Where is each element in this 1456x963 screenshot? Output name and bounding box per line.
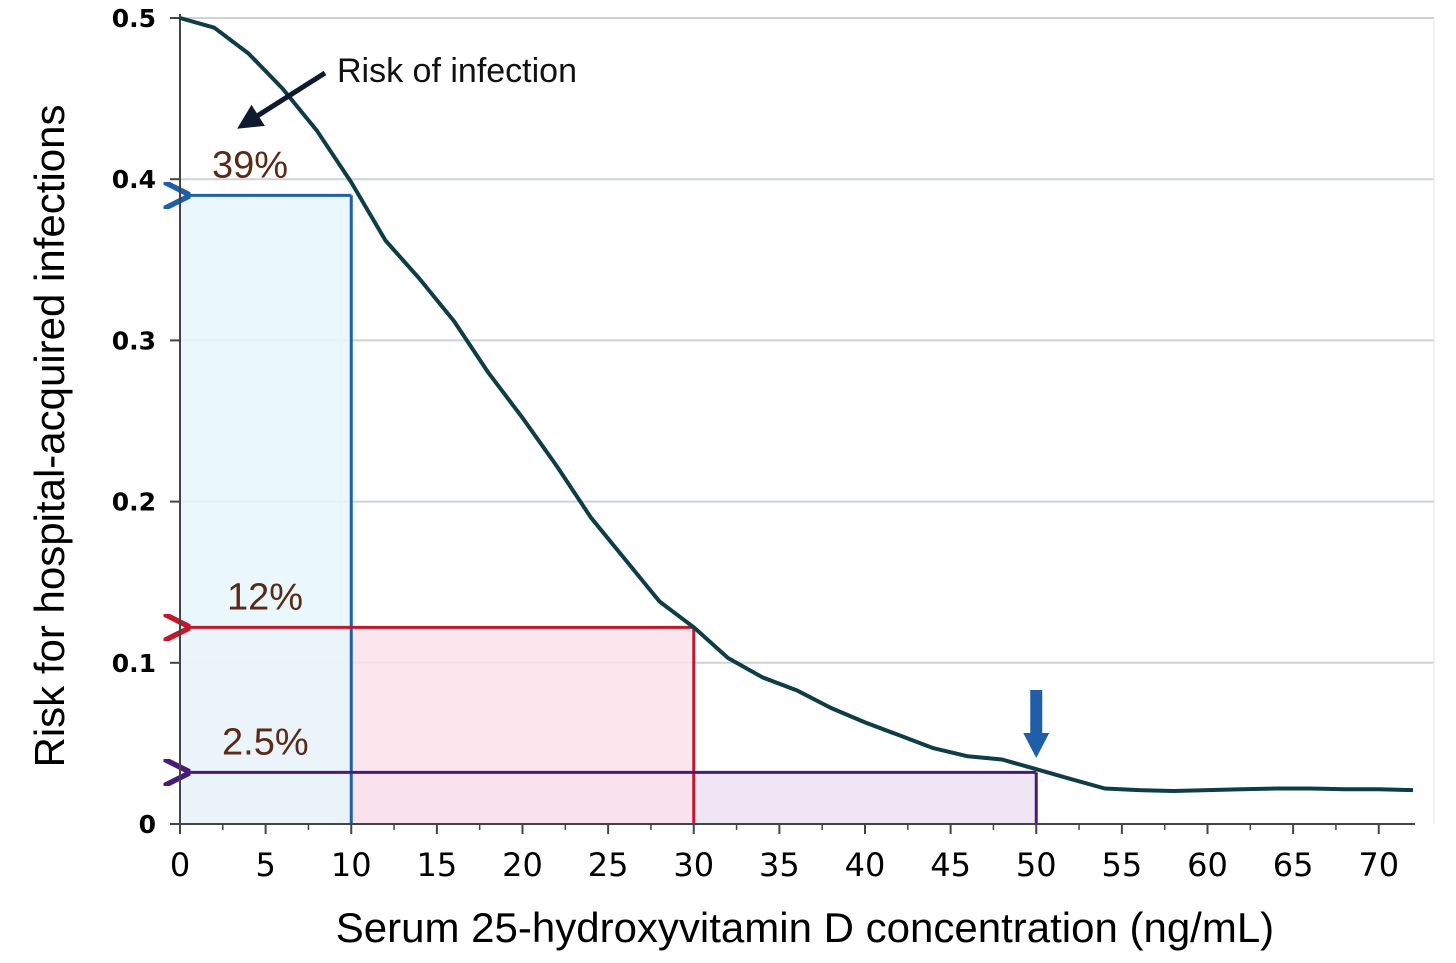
annotation-arrow [237, 70, 327, 129]
shaded-regions [180, 195, 1037, 824]
x-tick-label: 40 [845, 846, 886, 884]
down-arrow-icon [1030, 690, 1043, 734]
y-tick-label: 0.4 [112, 165, 156, 194]
y-tick-label: 0.3 [112, 326, 156, 355]
x-ticks: 0 5 10 15 20 25 30 35 40 45 50 55 60 65 70 [170, 824, 1399, 884]
y-tick-label: 0 [139, 810, 156, 839]
x-tick-label: 55 [1102, 846, 1143, 884]
x-tick-label: 35 [759, 846, 800, 884]
x-tick-label: 70 [1358, 846, 1399, 884]
down-arrow-icon-head [1023, 733, 1050, 758]
x-tick-label: 10 [331, 846, 372, 884]
x-tick-label: 65 [1273, 846, 1314, 884]
y-tick-label: 0.5 [112, 4, 156, 33]
x-tick-label: 5 [255, 846, 275, 884]
x-tick-label: 30 [673, 846, 714, 884]
x-tick-label: 45 [930, 846, 971, 884]
y-ticks: 0 0.1 0.2 0.3 0.4 0.5 [112, 4, 180, 839]
reference-label: 12% [227, 576, 303, 618]
shaded-region [180, 195, 352, 824]
gridlines [180, 17, 1435, 824]
axes [179, 14, 1415, 825]
x-tick-label: 25 [588, 846, 629, 884]
x-axis-title: Serum 25-hydroxyvitamin D concentration … [336, 904, 1274, 951]
y-tick-label: 0.1 [112, 649, 156, 678]
x-tick-label: 0 [170, 846, 190, 884]
reference-lines: 39% 12% 2.5% [188, 144, 1038, 824]
series [179, 16, 1414, 793]
x-tick-label: 20 [502, 846, 543, 884]
reference-label: 39% [212, 144, 288, 186]
y-axis-title: Risk for hospital-acquired infections [26, 105, 73, 768]
annotation-text: Risk of infection [337, 52, 577, 90]
annotations: Risk of infection [237, 52, 1050, 758]
reference-label: 2.5% [222, 721, 309, 763]
x-tick-label: 50 [1016, 846, 1057, 884]
x-tick-label: 15 [417, 846, 458, 884]
x-tick-label: 60 [1187, 846, 1228, 884]
y-tick-label: 0.2 [112, 488, 156, 517]
